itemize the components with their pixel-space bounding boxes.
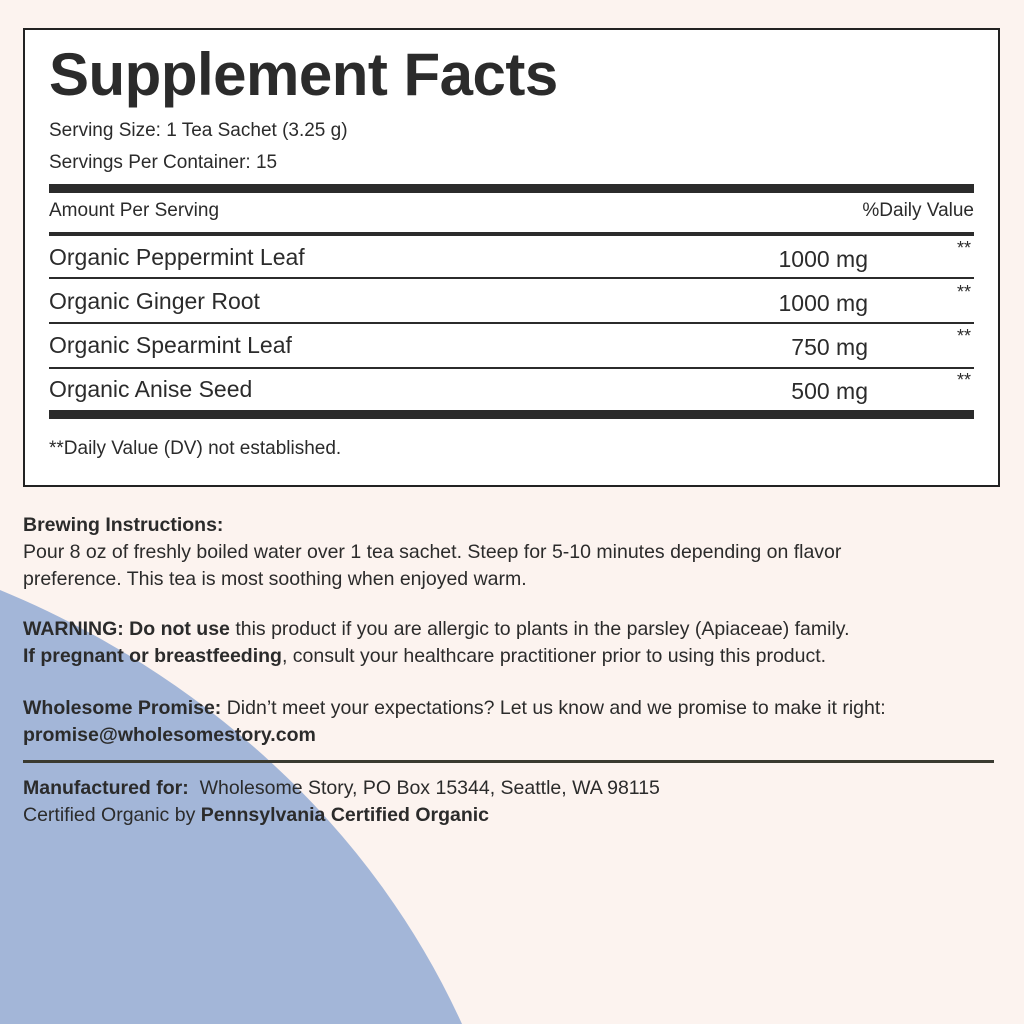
divider <box>49 277 974 279</box>
ingredient-name: Organic Peppermint Leaf <box>49 244 305 270</box>
divider <box>49 232 974 236</box>
servings-per-container: Servings Per Container: 15 <box>49 152 278 173</box>
certifier-name: Pennsylvania Certified Organic <box>200 804 490 826</box>
brewing-heading: Brewing Instructions: <box>23 514 224 536</box>
wholesome-promise: Wholesome Promise: Didn’t meet your expe… <box>23 695 1013 749</box>
manufacturer-address: Wholesome Story, PO Box 15344, Seattle, … <box>188 777 660 799</box>
warning-bold: If pregnant or breastfeeding <box>23 645 282 667</box>
amount-header: Amount Per Serving <box>49 200 220 221</box>
certified-label: Certified Organic by <box>23 804 201 826</box>
manufacturer-label: Manufactured for: <box>23 777 189 799</box>
ingredient-name: Organic Spearmint Leaf <box>49 332 292 358</box>
divider <box>23 760 994 763</box>
ingredient-dv: ** <box>956 326 971 346</box>
warning-bold: WARNING: Do not use <box>23 618 230 640</box>
divider-thick <box>49 184 974 193</box>
serving-size: Serving Size: 1 Tea Sachet (3.25 g) <box>49 120 348 141</box>
table-row: Organic Anise Seed 500 mg ** <box>49 368 974 412</box>
divider-thick <box>49 410 974 419</box>
table-row: Organic Spearmint Leaf 750 mg ** <box>49 324 974 368</box>
supplement-facts-panel: Supplement Facts Serving Size: 1 Tea Sac… <box>23 28 1000 487</box>
ingredient-amount: 1000 mg <box>778 246 868 272</box>
promise-email-link[interactable]: promise@wholesomestory.com <box>23 724 316 746</box>
table-row: Organic Ginger Root 1000 mg ** <box>49 280 974 324</box>
ingredient-dv: ** <box>956 370 971 390</box>
ingredient-amount: 1000 mg <box>778 290 868 316</box>
divider <box>49 322 974 324</box>
ingredient-amount: 750 mg <box>791 334 868 360</box>
warning-text: WARNING: Do not use this product if you … <box>23 616 1013 670</box>
dv-header: %Daily Value <box>862 200 974 221</box>
promise-heading: Wholesome Promise: <box>23 697 222 719</box>
brewing-line: Pour 8 oz of freshly boiled water over 1… <box>23 541 842 563</box>
ingredient-dv: ** <box>956 238 971 258</box>
promise-text: Didn’t meet your expectations? Let us kn… <box>221 697 886 719</box>
page-title: Supplement Facts <box>49 41 558 108</box>
ingredient-dv: ** <box>956 282 971 302</box>
ingredient-name: Organic Ginger Root <box>49 288 260 314</box>
manufacturer-info: Manufactured for: Wholesome Story, PO Bo… <box>23 775 1013 829</box>
table-row: Organic Peppermint Leaf 1000 mg ** <box>49 236 974 280</box>
ingredient-name: Organic Anise Seed <box>49 376 253 402</box>
footnote: **Daily Value (DV) not established. <box>49 438 342 459</box>
brewing-line: preference. This tea is most soothing wh… <box>23 568 527 590</box>
warning-line: , consult your healthcare practitioner p… <box>281 645 827 667</box>
table-header: Amount Per Serving %Daily Value <box>49 200 974 222</box>
ingredient-amount: 500 mg <box>791 378 868 404</box>
brewing-instructions: Brewing Instructions: Pour 8 oz of fresh… <box>23 512 1013 593</box>
warning-line: this product if you are allergic to plan… <box>229 618 850 640</box>
divider <box>49 367 974 369</box>
